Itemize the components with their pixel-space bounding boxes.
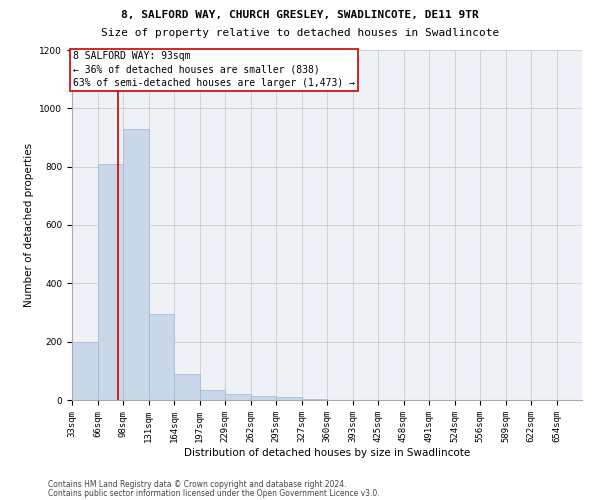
- Bar: [276, 397, 302, 400]
- Bar: [97, 164, 123, 400]
- Text: Contains HM Land Registry data © Crown copyright and database right 2024.: Contains HM Land Registry data © Crown c…: [48, 480, 347, 489]
- Bar: [123, 128, 149, 400]
- X-axis label: Distribution of detached houses by size in Swadlincote: Distribution of detached houses by size …: [184, 448, 470, 458]
- Bar: [149, 314, 174, 400]
- Text: Size of property relative to detached houses in Swadlincote: Size of property relative to detached ho…: [101, 28, 499, 38]
- Bar: [199, 390, 225, 400]
- Bar: [174, 374, 199, 400]
- Y-axis label: Number of detached properties: Number of detached properties: [24, 143, 34, 307]
- Text: 8, SALFORD WAY, CHURCH GRESLEY, SWADLINCOTE, DE11 9TR: 8, SALFORD WAY, CHURCH GRESLEY, SWADLINC…: [121, 10, 479, 20]
- Text: Contains public sector information licensed under the Open Government Licence v3: Contains public sector information licen…: [48, 488, 380, 498]
- Bar: [251, 396, 276, 400]
- Text: 8 SALFORD WAY: 93sqm
← 36% of detached houses are smaller (838)
63% of semi-deta: 8 SALFORD WAY: 93sqm ← 36% of detached h…: [73, 52, 355, 88]
- Bar: [225, 394, 251, 400]
- Bar: [72, 342, 97, 400]
